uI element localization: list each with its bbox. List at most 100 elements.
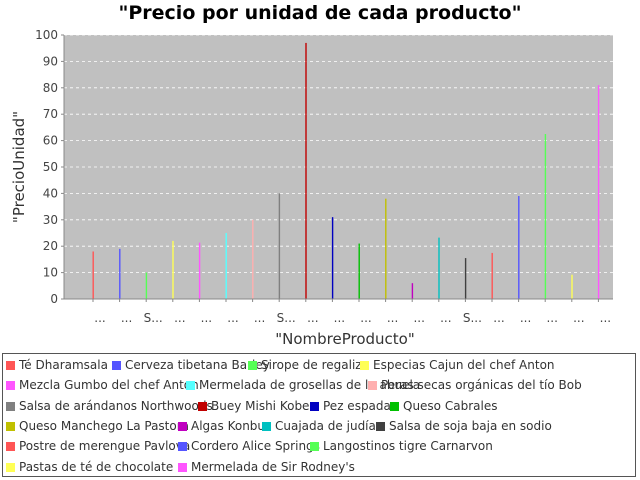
x-tick-label: ...	[573, 311, 584, 325]
legend-swatch	[112, 361, 121, 370]
chart-legend: Té Dharamsala Cerveza tibetana Barley Siro…	[2, 353, 636, 477]
bar	[198, 242, 201, 299]
legend-item: Especias Cajun del chef Anton	[360, 358, 555, 372]
legend-swatch	[6, 421, 15, 431]
x-tick-label: S...	[144, 311, 163, 325]
bar	[119, 248, 121, 299]
bar	[358, 243, 360, 299]
legend-label: Mermelada de grosellas de la abuela	[199, 378, 421, 393]
legend-label: Algas Konbu	[191, 418, 266, 433]
legend-item: Cuajada de judías	[262, 419, 382, 433]
legend-swatch	[248, 361, 257, 370]
legend-item: Pez espada	[310, 399, 391, 413]
x-tick-label: ...	[201, 311, 212, 325]
x-tick-label: ...	[440, 311, 451, 325]
legend-item: Cerveza tibetana Barley	[112, 358, 270, 372]
bar	[571, 274, 573, 299]
legend-label: Especias Cajun del chef Anton	[373, 358, 555, 372]
legend-label: Pez espada	[323, 398, 391, 413]
legend-item: Algas Konbu	[178, 419, 265, 433]
plot-area	[64, 35, 613, 299]
x-tick-label: ...	[227, 311, 238, 325]
x-tick-label: ...	[121, 311, 132, 325]
x-tick-label: ...	[493, 311, 504, 325]
y-axis-label: "PrecioUnidad"	[10, 111, 28, 223]
y-tick-label: 40	[43, 186, 58, 200]
chart-title: "Precio por unidad de cada producto"	[118, 2, 522, 24]
legend-item: Postre de merengue Pavlova	[6, 439, 190, 453]
bar	[411, 283, 414, 299]
legend-label: Cuajada de judías	[275, 418, 383, 433]
bar	[544, 134, 547, 299]
bar	[225, 233, 227, 299]
legend-label: Salsa de soja baja en sodio	[389, 418, 552, 433]
legend-label: Langostinos tigre Carnarvon	[323, 439, 493, 454]
grid-lines	[64, 34, 613, 274]
legend-swatch	[6, 381, 15, 391]
bar	[278, 193, 281, 299]
x-tick-label: ...	[307, 311, 318, 325]
x-tick-label: ...	[600, 311, 611, 325]
y-tick-label: 0	[50, 292, 58, 306]
legend-swatch	[310, 401, 319, 411]
y-tick-label: 100	[35, 28, 58, 42]
legend-item: Buey Mishi Kobe	[198, 399, 309, 413]
legend-label: Buey Mishi Kobe	[211, 398, 310, 413]
legend-label: Sirope de regaliz	[261, 358, 362, 372]
bars	[92, 42, 600, 300]
y-tick-label: 20	[43, 239, 58, 253]
legend-label: Salsa de arándanos Northwoods	[19, 398, 213, 413]
legend-swatch	[310, 442, 319, 452]
legend-swatch	[6, 462, 15, 472]
legend-label: Pastas de té de chocolate	[19, 459, 174, 474]
legend-label: Cerveza tibetana Barley	[125, 358, 270, 372]
legend-item: Queso Cabrales	[390, 399, 497, 413]
legend-swatch	[198, 401, 207, 411]
bar	[92, 251, 94, 299]
legend-swatch	[368, 381, 377, 391]
legend-item: Salsa de arándanos Northwoods	[6, 399, 213, 413]
y-tick-label: 90	[43, 54, 58, 68]
bar	[518, 196, 520, 299]
bar	[305, 42, 307, 300]
bar	[172, 240, 174, 299]
legend-item: Mermelada de Sir Rodney's	[178, 460, 355, 474]
x-tick-label: ...	[413, 311, 424, 325]
x-tick-label: ...	[254, 311, 265, 325]
x-axis-ticks: ...... S............... S.................…	[92, 299, 611, 325]
legend-item: Pastas de té de chocolate	[6, 460, 173, 474]
y-tick-label: 80	[43, 81, 58, 95]
legend-label: Cordero Alice Springs	[191, 439, 320, 454]
x-tick-label: ...	[174, 311, 185, 325]
y-tick-label: 70	[43, 107, 58, 121]
y-tick-label: 60	[43, 134, 58, 148]
legend-item: Queso Manchego La Pastora	[6, 419, 189, 433]
x-tick-label: ...	[360, 311, 371, 325]
x-axis-label: "NombreProducto"	[275, 330, 415, 348]
legend-item: Salsa de soja baja en sodio	[376, 419, 552, 433]
x-tick-label: ...	[387, 311, 398, 325]
legend-swatch	[178, 462, 187, 472]
legend-label: Té Dharamsala	[19, 358, 108, 372]
legend-swatch	[6, 401, 15, 411]
bar	[385, 198, 387, 299]
bar	[491, 252, 493, 299]
legend-item: Sirope de regaliz	[248, 358, 362, 372]
bar	[464, 258, 467, 299]
legend-label: Queso Cabrales	[403, 398, 498, 413]
x-tick-label: ...	[546, 311, 557, 325]
bar	[438, 237, 440, 299]
legend-swatch	[6, 442, 15, 452]
x-tick-label: S...	[277, 311, 296, 325]
legend-swatch	[376, 421, 385, 431]
legend-swatch	[262, 421, 271, 431]
legend-swatch	[178, 421, 187, 431]
legend-label: Queso Manchego La Pastora	[19, 418, 190, 433]
legend-swatch	[186, 381, 195, 391]
legend-label: Postre de merengue Pavlova	[19, 439, 191, 454]
y-axis-ticks: 0 10 20 30 40 50 60 70 80 90 100	[35, 28, 64, 306]
bar	[597, 85, 600, 299]
legend-item: Té Dharamsala	[6, 358, 108, 372]
legend-label: Peras secas orgánicas del tío Bob	[381, 378, 582, 393]
x-tick-label: ...	[94, 311, 105, 325]
